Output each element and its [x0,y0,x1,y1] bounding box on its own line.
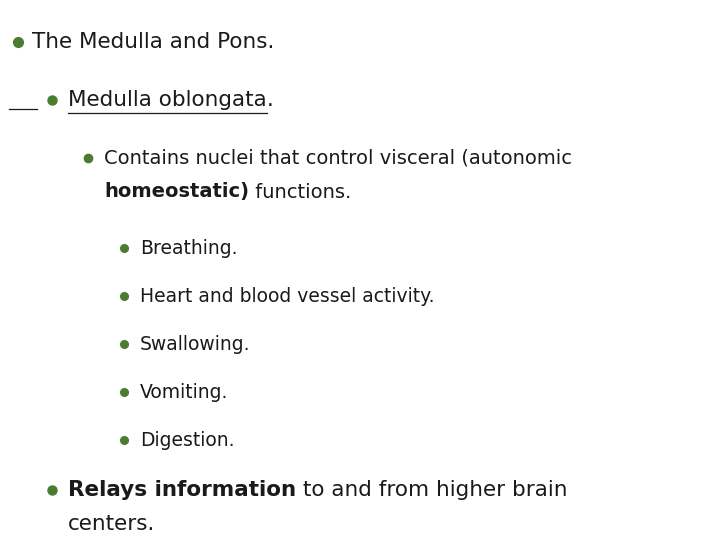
Text: Digestion.: Digestion. [140,430,235,449]
Text: The Medulla and Pons.: The Medulla and Pons. [32,32,274,52]
Text: centers.: centers. [68,514,156,534]
Text: to and from higher brain: to and from higher brain [296,480,567,500]
Text: homeostatic): homeostatic) [104,183,249,201]
Text: functions.: functions. [249,183,351,201]
Text: Medulla oblongata: Medulla oblongata [68,90,266,110]
Text: Heart and blood vessel activity.: Heart and blood vessel activity. [140,287,434,306]
Text: Breathing.: Breathing. [140,239,238,258]
Text: .: . [266,90,274,110]
Text: Contains nuclei that control visceral (autonomic: Contains nuclei that control visceral (a… [104,148,572,167]
Text: Vomiting.: Vomiting. [140,382,228,402]
Text: Relays information: Relays information [68,480,296,500]
Text: Swallowing.: Swallowing. [140,334,251,354]
